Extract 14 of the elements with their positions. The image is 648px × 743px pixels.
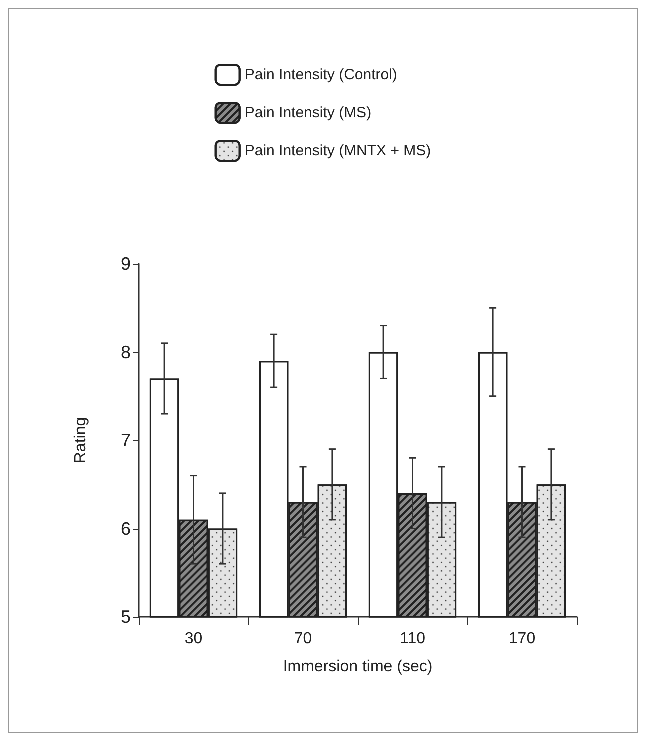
x-tick-label: 110: [400, 630, 426, 648]
x-tick-label: 170: [508, 630, 536, 648]
legend-label: Pain Intensity (MNTX + MS): [244, 142, 432, 160]
x-axis-title: Immersion time (sec): [283, 658, 433, 676]
legend-label: Pain Intensity (MS): [244, 104, 372, 122]
legend-label: Pain Intensity (Control): [244, 66, 398, 84]
y-tick-label: 8: [120, 342, 131, 362]
x-tick-label: 30: [184, 630, 203, 648]
y-tick-label: 9: [120, 254, 131, 274]
y-tick-label: 6: [120, 518, 131, 539]
y-tick-label: 5: [120, 607, 131, 627]
y-axis-title: Rating: [72, 417, 90, 464]
x-tick-label: 70: [294, 630, 312, 648]
y-tick-label: 7: [120, 430, 131, 450]
